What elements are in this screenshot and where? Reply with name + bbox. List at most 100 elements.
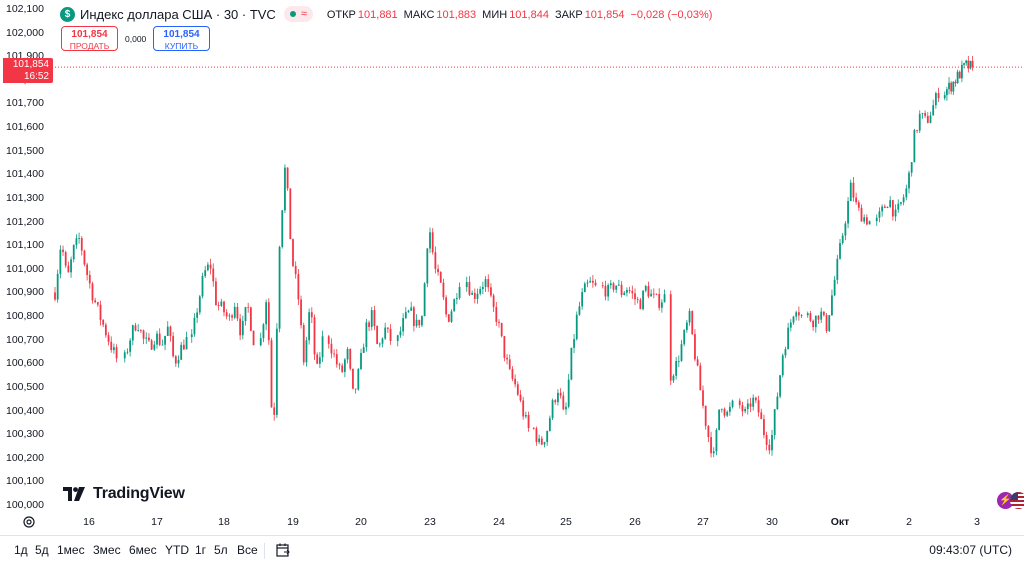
- candle-body: [308, 312, 311, 341]
- candle-body: [688, 311, 691, 323]
- range-button[interactable]: 5л: [214, 543, 228, 557]
- candle-body: [445, 297, 448, 315]
- watermark-text: TradingView: [93, 485, 185, 502]
- candle-body: [198, 296, 201, 313]
- price-tick-label: 101,400: [6, 168, 44, 181]
- candle-body: [357, 369, 360, 390]
- candle-body: [683, 330, 686, 345]
- candle-body: [839, 243, 841, 259]
- candle-body: [557, 392, 559, 403]
- candle-body: [174, 356, 177, 364]
- tradingview-logo-icon: [63, 487, 85, 501]
- candle-body: [707, 425, 710, 438]
- candle-body: [844, 223, 847, 236]
- candle-body: [102, 320, 105, 325]
- candle-body: [849, 182, 852, 202]
- utc-clock[interactable]: 09:43:07 (UTC): [929, 543, 1012, 557]
- chart-area[interactable]: 102,100102,000101,900101,800101,700101,6…: [0, 0, 1024, 535]
- candle-body: [744, 409, 747, 412]
- range-button[interactable]: YTD: [165, 543, 189, 557]
- tradingview-watermark[interactable]: TradingView: [63, 485, 185, 503]
- candle-body: [954, 81, 957, 84]
- candle-body: [929, 115, 932, 123]
- symbol-title[interactable]: Индекс доллара США · 30 · TVC: [80, 6, 276, 22]
- candle-body: [822, 311, 825, 316]
- candle-body: [78, 238, 80, 239]
- events-flash-icon[interactable]: ⚡: [997, 492, 1014, 509]
- ohlc-values: ОТКР 101,881 МАКС 101,883 МИН 101,844 ЗАКР 101,…: [327, 7, 719, 21]
- candle-body: [757, 400, 760, 413]
- time-tick-label: 20: [355, 516, 367, 528]
- price-tick-label: 100,100: [6, 475, 44, 488]
- candle-body: [335, 354, 338, 365]
- date-range-calendar-icon[interactable]: [275, 542, 291, 558]
- candle-body: [354, 388, 357, 390]
- candle-body: [418, 319, 421, 326]
- candle-body: [726, 411, 729, 416]
- candle-body: [365, 322, 368, 348]
- candle-body: [971, 60, 974, 68]
- candle-body: [139, 330, 142, 331]
- candle-body: [259, 338, 262, 346]
- candle-body: [710, 437, 712, 454]
- candle-body: [297, 274, 300, 300]
- range-button[interactable]: Все: [237, 543, 258, 557]
- range-button[interactable]: 6мес: [129, 543, 157, 557]
- ohlc-value: 101,883: [436, 9, 477, 21]
- range-button[interactable]: 1д: [14, 543, 28, 557]
- candle-body: [609, 283, 612, 286]
- candle-body: [164, 335, 166, 345]
- candle-body: [855, 197, 858, 203]
- candle-body: [771, 435, 773, 451]
- price-tick-label: 100,700: [6, 333, 44, 346]
- candle-body: [498, 321, 500, 323]
- candle-body: [720, 408, 723, 410]
- candle-body: [768, 444, 771, 451]
- candle-body: [731, 400, 734, 407]
- buy-button[interactable]: 101,854 КУПИТЬ: [153, 26, 210, 51]
- range-button[interactable]: 3мес: [93, 543, 121, 557]
- candle-body: [765, 434, 768, 445]
- candle-body: [404, 312, 407, 319]
- candle-body: [492, 295, 495, 307]
- candle-body: [316, 354, 319, 364]
- current-price-value: 101,854: [12, 59, 49, 70]
- range-button[interactable]: 1г: [195, 543, 207, 557]
- candle-body: [660, 302, 663, 308]
- price-tick-label: 100,400: [6, 404, 44, 417]
- time-tick-label: 17: [151, 516, 163, 528]
- range-button[interactable]: 5д: [35, 543, 49, 557]
- candle-body: [434, 252, 437, 269]
- candle-body: [112, 347, 115, 351]
- candle-body: [934, 93, 937, 106]
- price-tick-label: 101,100: [6, 239, 44, 252]
- market-status-icon[interactable]: ≈: [283, 6, 313, 22]
- sell-button[interactable]: 101,854 ПРОДАТЬ: [61, 26, 118, 51]
- candle-body: [281, 210, 284, 247]
- scale-settings-icon[interactable]: [22, 515, 36, 529]
- candle-body: [937, 93, 940, 99]
- ohlc-key: ОТКР: [326, 9, 356, 21]
- candle-body: [789, 322, 792, 328]
- candle-body: [473, 292, 476, 299]
- candle-body: [680, 344, 683, 361]
- candle-body: [220, 301, 223, 306]
- price-tick-label: 102,000: [6, 26, 44, 39]
- candle-body: [225, 312, 228, 317]
- price-chart[interactable]: [0, 0, 1024, 535]
- us-flag-icon[interactable]: [1010, 492, 1024, 509]
- range-button[interactable]: 1мес: [57, 543, 85, 557]
- candle-body: [589, 280, 592, 283]
- candle-body: [581, 292, 584, 307]
- price-tick-label: 100,300: [6, 428, 44, 441]
- candle-body: [650, 293, 653, 297]
- candle-body: [471, 292, 474, 295]
- time-tick-label: 26: [629, 516, 641, 528]
- candle-body: [860, 207, 863, 222]
- candle-body: [918, 113, 921, 131]
- price-tick-label: 100,900: [6, 286, 44, 299]
- candle-body: [389, 328, 392, 341]
- price-tick-label: 101,600: [6, 121, 44, 134]
- buy-price: 101,854: [163, 29, 200, 40]
- candle-body: [270, 340, 273, 408]
